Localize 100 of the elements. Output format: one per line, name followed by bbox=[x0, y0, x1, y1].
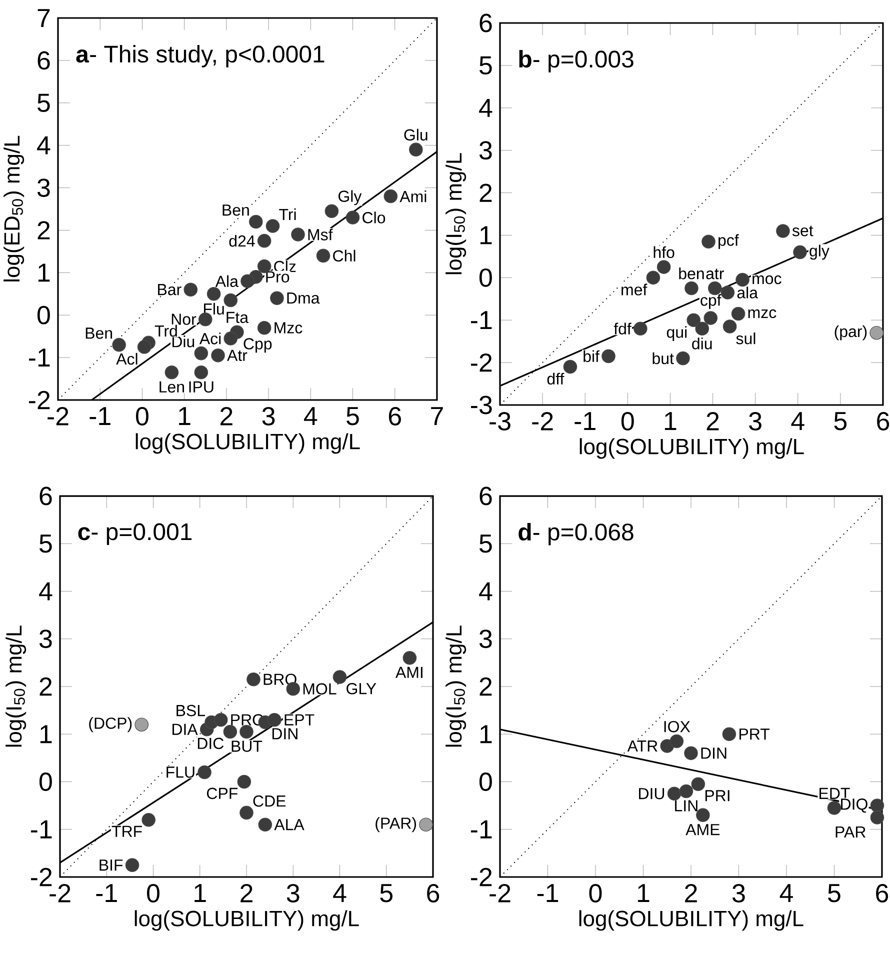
point bbox=[419, 818, 433, 832]
point bbox=[240, 806, 254, 820]
x-tick-label: 4 bbox=[333, 884, 346, 902]
point bbox=[142, 812, 156, 827]
y-tick-label: -2 bbox=[30, 868, 52, 886]
annotation: Gly bbox=[338, 190, 362, 206]
x-tick-label: 7 bbox=[431, 407, 443, 425]
point bbox=[667, 786, 682, 801]
annotation: DIN bbox=[272, 728, 298, 740]
x-tick-label: 4 bbox=[791, 412, 804, 430]
annotation: Pro bbox=[266, 271, 290, 282]
x-tick-label: 5 bbox=[346, 407, 359, 426]
annotation: DIQ bbox=[841, 798, 868, 813]
annotation: mef bbox=[622, 284, 648, 296]
annotation: atr bbox=[706, 268, 724, 280]
annotation: Chl bbox=[333, 250, 356, 262]
point bbox=[240, 274, 254, 288]
point bbox=[793, 245, 807, 260]
x-tick-label: 5 bbox=[834, 412, 847, 430]
y-tick-label: 1 bbox=[38, 264, 50, 282]
annotation: EPT bbox=[284, 714, 314, 726]
annotation: Msf bbox=[308, 228, 333, 240]
point bbox=[206, 286, 221, 301]
annotation: Bar bbox=[158, 284, 182, 296]
point bbox=[384, 189, 398, 204]
point bbox=[184, 282, 198, 297]
point bbox=[686, 313, 701, 328]
annotation: IOX bbox=[664, 720, 690, 732]
point bbox=[646, 270, 660, 285]
annotation: Ami bbox=[400, 190, 426, 202]
point bbox=[409, 142, 423, 156]
point bbox=[240, 724, 254, 739]
x-tick-label: 2 bbox=[685, 884, 697, 902]
point bbox=[634, 322, 648, 336]
y-tick-label: 6 bbox=[40, 486, 52, 506]
y-tick-label: 3 bbox=[37, 178, 50, 197]
point bbox=[223, 724, 238, 739]
y-tick-label: 1 bbox=[40, 725, 52, 744]
y-tick-label: 3 bbox=[479, 630, 492, 648]
point bbox=[224, 293, 238, 308]
annotation: Clo bbox=[362, 212, 386, 224]
annotation: PRI bbox=[705, 790, 730, 802]
point bbox=[137, 340, 152, 354]
y-tick-label: -1 bbox=[470, 820, 492, 838]
x-tick-label: 3 bbox=[286, 884, 300, 902]
point bbox=[237, 774, 252, 789]
annotation: Ben bbox=[222, 204, 249, 216]
annotation: TRF bbox=[112, 826, 142, 837]
annotation: bif bbox=[584, 350, 600, 362]
annotation: set bbox=[792, 226, 814, 236]
point bbox=[691, 777, 706, 792]
annotation: Len bbox=[160, 381, 184, 393]
x-tick-label: 6 bbox=[876, 884, 888, 902]
point bbox=[736, 272, 750, 287]
y-tick-label: 4 bbox=[479, 582, 492, 600]
point bbox=[324, 204, 339, 218]
point bbox=[870, 810, 884, 824]
point bbox=[722, 727, 736, 742]
y-tick-label: 0 bbox=[479, 772, 492, 791]
x-tick-label: 0 bbox=[589, 884, 602, 902]
x-axis-title: log(SOLUBILITY) mg/L bbox=[134, 910, 359, 931]
annotation: Ben bbox=[86, 328, 112, 339]
annotation: Nor bbox=[172, 314, 196, 325]
annotation: (par) bbox=[834, 325, 867, 340]
point bbox=[268, 712, 282, 727]
annotation: MOL bbox=[303, 683, 336, 695]
point bbox=[112, 338, 126, 352]
annotation: DIC bbox=[198, 738, 224, 750]
y-tick-label: 6 bbox=[480, 14, 492, 32]
y-tick-label: 3 bbox=[39, 630, 52, 648]
y-tick-label: 7 bbox=[38, 9, 50, 27]
point bbox=[776, 224, 790, 238]
point bbox=[332, 670, 347, 684]
point bbox=[708, 281, 722, 296]
x-tick-label: 4 bbox=[304, 407, 318, 425]
x-tick-label: 2 bbox=[706, 412, 719, 430]
point bbox=[257, 234, 272, 248]
x-tick-label: -1 bbox=[90, 407, 110, 425]
point bbox=[720, 286, 735, 300]
x-axis-title: log(SOLUBILITY) mg/L bbox=[579, 910, 804, 931]
annotation: EDT bbox=[820, 788, 850, 799]
x-tick-label: 3 bbox=[732, 884, 745, 902]
point bbox=[684, 281, 698, 296]
point bbox=[270, 291, 284, 306]
annotation: but bbox=[652, 352, 674, 364]
x-tick-label: 2 bbox=[220, 407, 232, 426]
annotation: DIN bbox=[701, 748, 726, 759]
annotation: BSL bbox=[176, 704, 206, 716]
point bbox=[679, 784, 694, 798]
annotation: ATR bbox=[627, 740, 658, 752]
annotation: d24 bbox=[229, 234, 255, 247]
point bbox=[194, 366, 208, 380]
point bbox=[249, 214, 263, 229]
x-tick-label: 1 bbox=[638, 884, 650, 902]
point bbox=[214, 712, 228, 727]
annotation: Ala bbox=[215, 275, 238, 288]
y-tick-label: -1 bbox=[470, 311, 492, 330]
x-tick-label: 5 bbox=[828, 884, 840, 902]
point bbox=[198, 765, 212, 780]
y-tick-label: 5 bbox=[480, 534, 492, 553]
